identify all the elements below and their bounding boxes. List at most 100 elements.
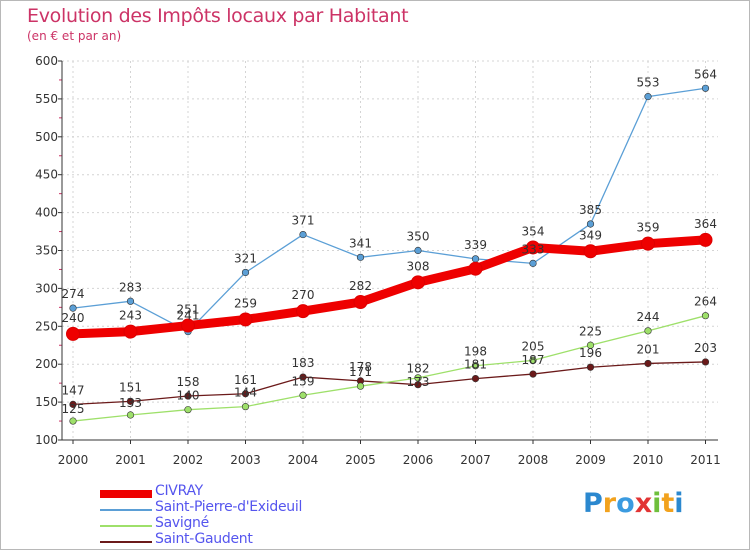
data-label: 251 bbox=[177, 303, 200, 317]
data-point bbox=[66, 326, 80, 341]
data-label: 354 bbox=[522, 224, 545, 238]
x-tick-label: 2005 bbox=[345, 453, 376, 467]
data-point bbox=[644, 359, 652, 368]
data-label: 198 bbox=[464, 345, 487, 359]
logo-letter: i bbox=[652, 488, 662, 519]
data-label: 144 bbox=[234, 386, 257, 400]
series-line-3 bbox=[72, 361, 707, 406]
data-label: 564 bbox=[694, 67, 717, 81]
data-point bbox=[126, 411, 135, 419]
y-tick-label: 550 bbox=[35, 92, 58, 106]
data-label: 241 bbox=[177, 309, 200, 323]
data-label: 225 bbox=[579, 324, 602, 338]
data-point bbox=[69, 304, 77, 312]
data-point bbox=[184, 406, 192, 414]
x-tick-label: 2001 bbox=[115, 453, 146, 467]
data-label: 321 bbox=[234, 251, 257, 265]
y-tick-label: 150 bbox=[35, 395, 58, 409]
y-tick-label: 350 bbox=[35, 244, 58, 258]
data-label: 125 bbox=[62, 402, 85, 416]
data-point bbox=[586, 363, 595, 371]
data-label: 364 bbox=[694, 217, 717, 231]
data-label: 259 bbox=[234, 296, 257, 310]
data-label: 282 bbox=[349, 279, 372, 293]
data-point bbox=[241, 403, 250, 411]
data-point bbox=[238, 312, 253, 327]
data-point bbox=[529, 259, 537, 267]
data-label: 171 bbox=[349, 365, 372, 379]
data-point bbox=[69, 400, 77, 408]
data-label: 371 bbox=[292, 214, 315, 228]
chart-title: Evolution des Impôts locaux par Habitant bbox=[27, 5, 409, 27]
data-label: 140 bbox=[177, 389, 200, 403]
data-point bbox=[414, 246, 422, 255]
data-label: 283 bbox=[119, 280, 142, 294]
data-point bbox=[471, 375, 480, 383]
data-label: 308 bbox=[407, 259, 430, 273]
x-tick-label: 2002 bbox=[173, 453, 204, 467]
data-point bbox=[586, 341, 595, 349]
data-label: 341 bbox=[349, 236, 372, 250]
data-point bbox=[644, 93, 652, 101]
data-point bbox=[698, 232, 713, 247]
data-point bbox=[701, 84, 710, 92]
data-point bbox=[586, 220, 595, 228]
y-tick-label: 450 bbox=[35, 168, 58, 182]
data-label: 181 bbox=[464, 358, 487, 372]
data-label: 159 bbox=[292, 374, 315, 388]
logo-letter: r bbox=[602, 488, 617, 519]
proxiti-logo: Proxiti bbox=[583, 488, 684, 519]
data-point bbox=[353, 295, 368, 310]
x-tick-label: 2010 bbox=[633, 453, 664, 467]
data-point bbox=[181, 318, 195, 333]
x-tick-label: 2008 bbox=[518, 453, 549, 467]
data-label: 196 bbox=[579, 346, 602, 360]
data-label: 173 bbox=[407, 375, 430, 389]
data-label: 158 bbox=[177, 375, 200, 389]
data-point bbox=[471, 255, 480, 263]
legend-swatch bbox=[100, 525, 152, 527]
data-point bbox=[468, 261, 483, 276]
x-tick-label: 2003 bbox=[230, 453, 261, 467]
x-tick-label: 2006 bbox=[403, 453, 434, 467]
logo-letter: o bbox=[616, 488, 635, 519]
data-point bbox=[529, 356, 537, 365]
data-label: 182 bbox=[407, 362, 430, 376]
data-label: 205 bbox=[522, 339, 545, 353]
data-label: 243 bbox=[119, 309, 142, 323]
logo-letter: x bbox=[634, 488, 653, 519]
data-point bbox=[583, 244, 598, 259]
data-label: 183 bbox=[292, 356, 315, 370]
data-label: 178 bbox=[349, 360, 372, 374]
legend-label: Saint-Pierre-d'Exideuil bbox=[155, 499, 303, 515]
logo-letter: i bbox=[674, 488, 684, 519]
legend-label: Saint-Gaudent bbox=[155, 531, 253, 547]
data-label: 203 bbox=[694, 341, 717, 355]
data-label: 359 bbox=[637, 221, 660, 235]
x-tick-label: 2004 bbox=[288, 453, 319, 467]
legend-swatch bbox=[100, 541, 152, 543]
data-label: 349 bbox=[579, 228, 602, 242]
data-label: 333 bbox=[522, 242, 545, 256]
legend-label: CIVRAY bbox=[155, 483, 203, 499]
data-label: 350 bbox=[407, 230, 430, 244]
data-label: 201 bbox=[637, 342, 660, 356]
series-line-0 bbox=[68, 235, 710, 339]
y-tick-label: 200 bbox=[35, 357, 58, 371]
data-label: 270 bbox=[292, 288, 315, 302]
data-label: 187 bbox=[522, 353, 545, 367]
logo-letter: P bbox=[583, 488, 603, 519]
data-point bbox=[701, 358, 710, 366]
y-tick-label: 400 bbox=[35, 206, 58, 220]
data-point bbox=[411, 275, 425, 290]
x-tick-label: 2011 bbox=[690, 453, 721, 467]
y-tick-label: 600 bbox=[35, 54, 58, 68]
legend-label: Savigné bbox=[155, 515, 209, 531]
data-point bbox=[296, 304, 310, 319]
logo-letter: t bbox=[661, 488, 675, 519]
data-label: 385 bbox=[579, 203, 602, 217]
data-point bbox=[126, 297, 135, 305]
data-point bbox=[299, 373, 307, 381]
legend-swatch bbox=[100, 490, 152, 498]
